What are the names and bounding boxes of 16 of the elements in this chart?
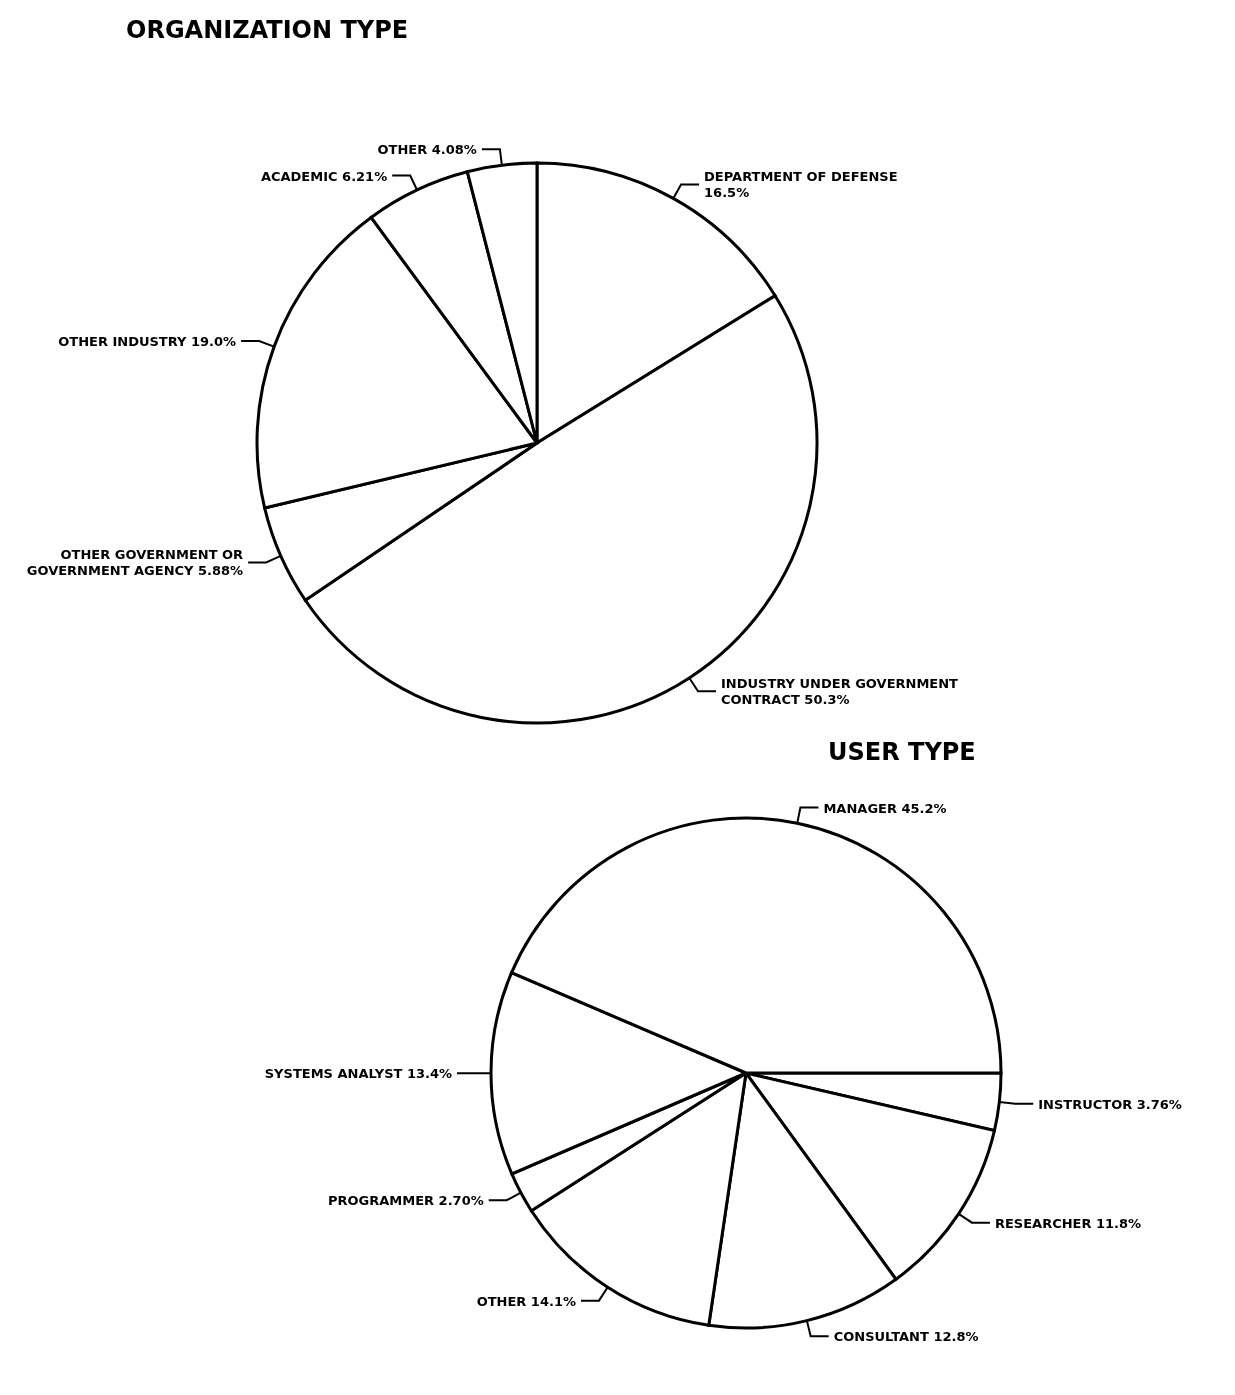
slice-label: OTHER INDUSTRY 19.0% (58, 333, 237, 349)
slice-label: OTHER 14.1% (476, 1293, 576, 1309)
slice-label: DEPARTMENT OF DEFENSE (704, 168, 898, 184)
chart-title: USER TYPE (828, 738, 976, 766)
slice-label: MANAGER 45.2% (823, 800, 947, 816)
slice-label: CONSULTANT 12.8% (833, 1328, 979, 1344)
slice-label: OTHER 4.08% (377, 141, 477, 157)
chart-title: ORGANIZATION TYPE (126, 16, 409, 44)
slice-label: ACADEMIC 6.21% (260, 168, 388, 184)
data-label: 16.5% (704, 184, 750, 200)
slice-label: PROGRAMMER 2.70% (327, 1192, 484, 1208)
slice-label: INDUSTRY UNDER GOVERNMENT CONTRACT 50.3% (721, 675, 959, 707)
slice-label: SYSTEMS ANALYST 13.4% (264, 1065, 452, 1081)
slice-label: OTHER GOVERNMENT OR GOVERNMENT AGENCY 5.88% (26, 546, 244, 578)
slice-label: RESEARCHER 11.8% (994, 1215, 1142, 1231)
slice-label: INSTRUCTOR 3.76% (1038, 1096, 1182, 1112)
